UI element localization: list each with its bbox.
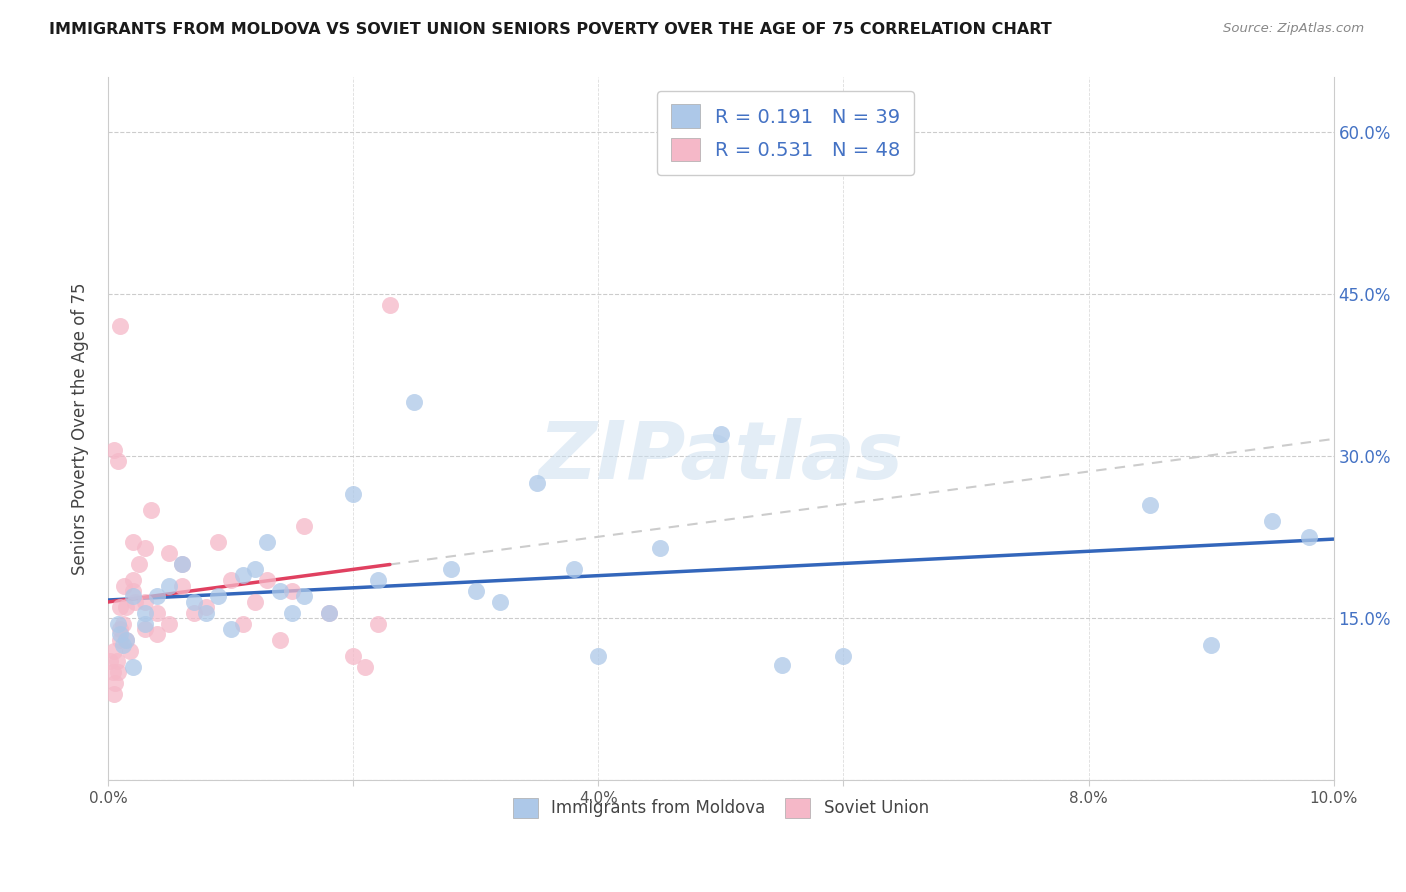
Point	[440, 562, 463, 576]
Text: ZIPatlas: ZIPatlas	[538, 418, 903, 496]
Point	[342, 648, 364, 663]
Point	[183, 606, 205, 620]
Point	[146, 606, 169, 620]
Point	[526, 475, 548, 490]
Point	[115, 632, 138, 647]
Point	[710, 427, 733, 442]
Text: Source: ZipAtlas.com: Source: ZipAtlas.com	[1223, 22, 1364, 36]
Point	[243, 562, 266, 576]
Point	[354, 659, 377, 673]
Point	[269, 632, 291, 647]
Point	[281, 606, 304, 620]
Point	[157, 546, 180, 560]
Point	[378, 297, 401, 311]
Point	[1298, 530, 1320, 544]
Point	[107, 616, 129, 631]
Point	[269, 584, 291, 599]
Point	[111, 616, 134, 631]
Point	[101, 665, 124, 680]
Point	[292, 519, 315, 533]
Point	[110, 319, 132, 334]
Point	[128, 557, 150, 571]
Point	[115, 632, 138, 647]
Point	[110, 627, 132, 641]
Point	[146, 627, 169, 641]
Point	[219, 622, 242, 636]
Point	[207, 535, 229, 549]
Point	[489, 595, 512, 609]
Point	[170, 557, 193, 571]
Point	[464, 584, 486, 599]
Point	[121, 659, 143, 673]
Point	[1139, 498, 1161, 512]
Point	[832, 648, 855, 663]
Point	[121, 535, 143, 549]
Point	[100, 654, 122, 668]
Point	[367, 616, 389, 631]
Point	[134, 616, 156, 631]
Point	[243, 595, 266, 609]
Point	[292, 590, 315, 604]
Point	[770, 657, 793, 672]
Point	[1199, 638, 1222, 652]
Point	[121, 584, 143, 599]
Point	[103, 643, 125, 657]
Text: IMMIGRANTS FROM MOLDOVA VS SOVIET UNION SENIORS POVERTY OVER THE AGE OF 75 CORRE: IMMIGRANTS FROM MOLDOVA VS SOVIET UNION …	[49, 22, 1052, 37]
Point	[107, 665, 129, 680]
Point	[207, 590, 229, 604]
Point	[124, 595, 146, 609]
Point	[103, 443, 125, 458]
Point	[110, 622, 132, 636]
Point	[219, 574, 242, 588]
Point	[134, 622, 156, 636]
Point	[134, 606, 156, 620]
Point	[134, 595, 156, 609]
Point	[183, 595, 205, 609]
Point	[110, 632, 132, 647]
Point	[170, 557, 193, 571]
Point	[648, 541, 671, 555]
Point	[404, 394, 426, 409]
Point	[367, 574, 389, 588]
Point	[111, 638, 134, 652]
Point	[146, 590, 169, 604]
Point	[121, 590, 143, 604]
Point	[157, 579, 180, 593]
Point	[121, 574, 143, 588]
Point	[170, 579, 193, 593]
Point	[256, 535, 278, 549]
Point	[232, 567, 254, 582]
Point	[115, 600, 138, 615]
Point	[195, 600, 218, 615]
Point	[104, 676, 127, 690]
Point	[318, 606, 340, 620]
Point	[105, 654, 128, 668]
Point	[562, 562, 585, 576]
Point	[110, 600, 132, 615]
Point	[342, 487, 364, 501]
Point	[281, 584, 304, 599]
Point	[107, 454, 129, 468]
Point	[1261, 514, 1284, 528]
Point	[118, 643, 141, 657]
Point	[112, 579, 135, 593]
Point	[103, 687, 125, 701]
Point	[586, 648, 609, 663]
Point	[318, 606, 340, 620]
Point	[232, 616, 254, 631]
Point	[157, 616, 180, 631]
Point	[139, 503, 162, 517]
Point	[256, 574, 278, 588]
Y-axis label: Seniors Poverty Over the Age of 75: Seniors Poverty Over the Age of 75	[72, 283, 89, 575]
Point	[134, 541, 156, 555]
Point	[195, 606, 218, 620]
Legend: Immigrants from Moldova, Soviet Union: Immigrants from Moldova, Soviet Union	[506, 791, 935, 825]
